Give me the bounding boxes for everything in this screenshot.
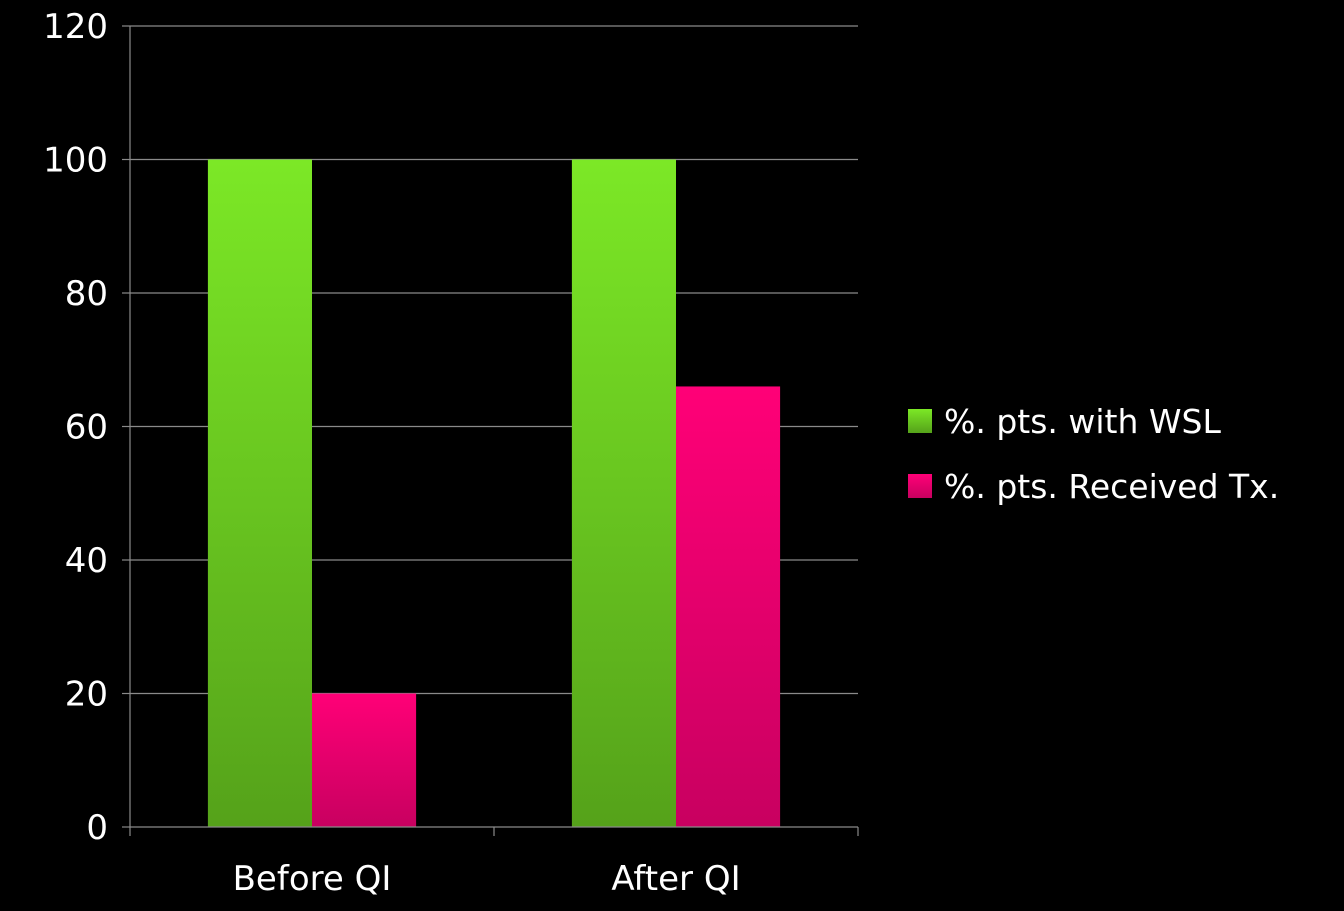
y-tick-label: 100 (43, 141, 108, 181)
y-tick-label: 120 (43, 7, 108, 47)
legend-label: %. pts. Received Tx. (944, 467, 1279, 506)
bar-wsl-1 (571, 159, 676, 827)
legend-swatch (908, 409, 932, 433)
legend-label: %. pts. with WSL (944, 402, 1221, 441)
legend: %. pts. with WSL %. pts. Received Tx. (908, 402, 1279, 506)
axes (122, 25, 859, 836)
y-tick-label: 20 (65, 675, 108, 715)
y-tick-label: 0 (86, 808, 108, 848)
bar-received-tx-1 (676, 386, 781, 827)
bar-received-tx-0 (312, 693, 417, 827)
bars (207, 159, 781, 827)
tick-labels: 0 20 40 60 80 100 120 Before QI After QI (43, 7, 741, 899)
bar-wsl-0 (207, 159, 312, 827)
x-tick-label: After QI (611, 859, 740, 899)
y-tick-label: 40 (65, 541, 108, 581)
y-tick-label: 60 (65, 408, 108, 448)
x-tick-label: Before QI (233, 859, 392, 899)
y-tick-label: 80 (65, 274, 108, 314)
legend-swatch (908, 474, 932, 498)
